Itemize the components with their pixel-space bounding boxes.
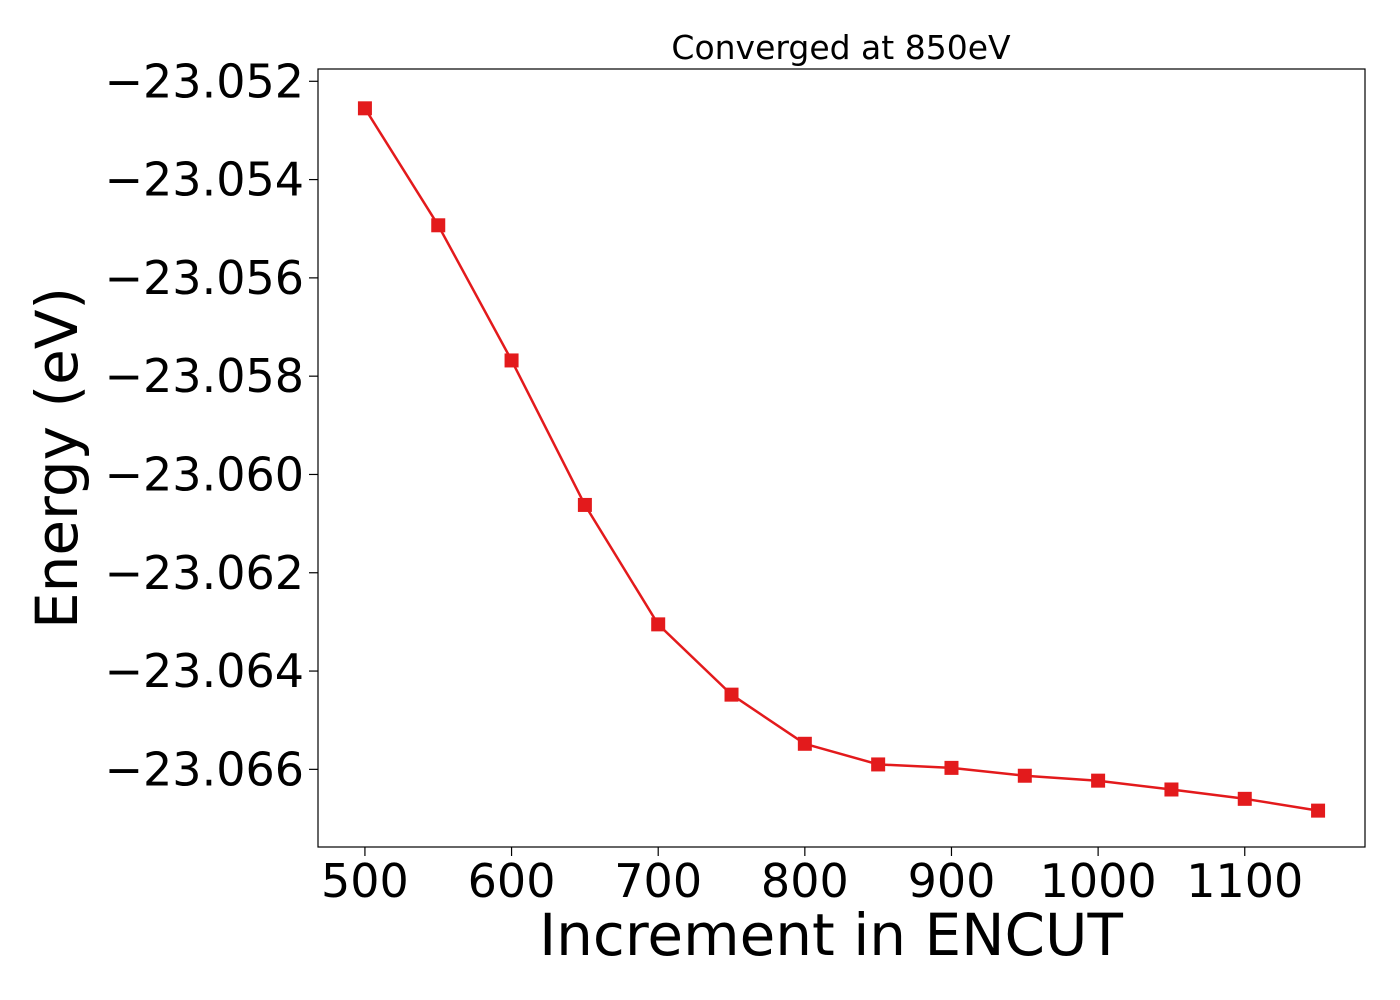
data-point — [504, 353, 519, 368]
x-tick-label: 900 — [908, 854, 996, 908]
x-tick-label: 1100 — [1186, 854, 1303, 908]
y-tick-label: −23.054 — [105, 153, 305, 207]
y-axis: −23.052 −23.054 −23.056 −23.058 −23.060 −23.0… — [105, 54, 318, 796]
data-point — [577, 497, 592, 512]
chart-title: Converged at 850eV — [671, 28, 1011, 67]
data-point — [357, 101, 372, 116]
y-tick-label: −23.060 — [105, 447, 305, 501]
data-point — [1164, 782, 1179, 797]
plot-area — [317, 68, 1366, 848]
y-tick-label: −23.056 — [105, 251, 305, 305]
data-point — [651, 617, 666, 632]
x-axis-title: Increment in ENCUT — [539, 901, 1123, 969]
data-point — [797, 736, 812, 751]
data-point — [1311, 803, 1326, 818]
x-tick-label: 800 — [761, 854, 849, 908]
x-tick-label: 1000 — [1040, 854, 1157, 908]
data-point — [1017, 768, 1032, 783]
y-axis-title: Energy (eV) — [23, 287, 91, 629]
data-point — [1237, 791, 1252, 806]
data-point — [944, 760, 959, 775]
y-tick-label: −23.058 — [105, 349, 305, 403]
x-tick-label: 700 — [614, 854, 702, 908]
series-line — [363, 107, 1319, 812]
x-tick-label: 600 — [468, 854, 556, 908]
data-point — [431, 218, 446, 233]
y-tick-label: −23.052 — [105, 54, 305, 108]
data-point — [1091, 773, 1106, 788]
y-tick-label: −23.062 — [105, 546, 305, 600]
y-tick-label: −23.066 — [105, 742, 305, 796]
data-point — [871, 757, 886, 772]
series-layer — [357, 101, 1326, 818]
x-tick-label: 500 — [321, 854, 409, 908]
data-point — [724, 687, 739, 702]
x-axis: 500 600 700 800 900 1000 1100 — [321, 847, 1303, 908]
y-tick-label: −23.064 — [105, 644, 305, 698]
